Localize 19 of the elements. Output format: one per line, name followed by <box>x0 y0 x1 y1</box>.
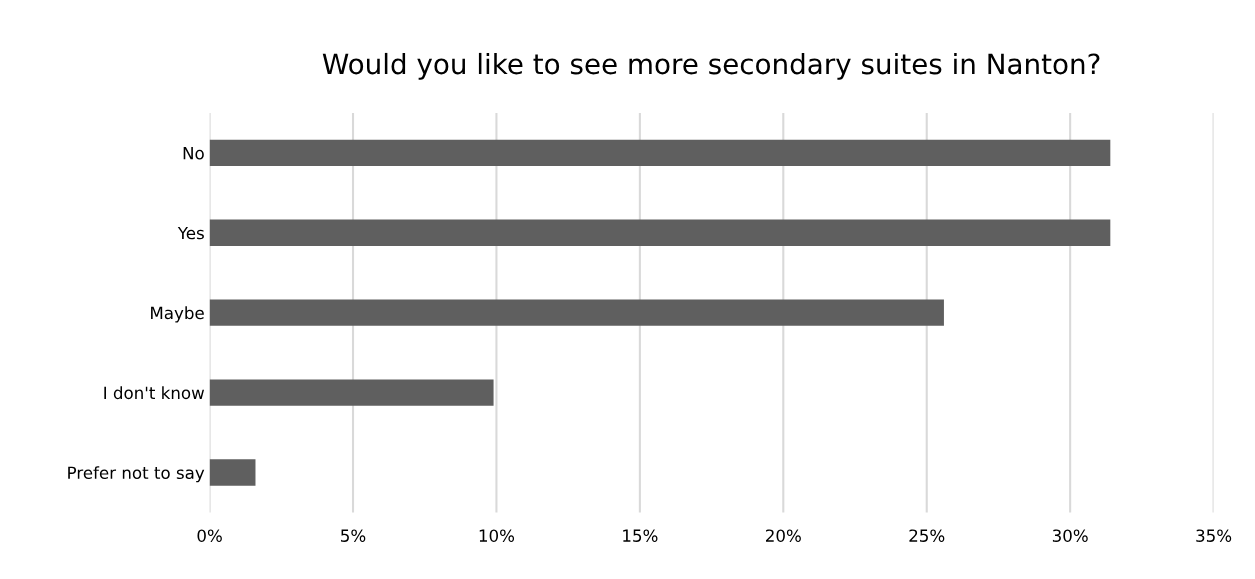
bar <box>209 219 1111 246</box>
x-tick-label: 15% <box>623 529 658 542</box>
y-tick-label: Yes <box>177 226 204 240</box>
x-tick-label: 25% <box>909 529 945 542</box>
bar <box>209 379 494 406</box>
bar <box>209 459 256 486</box>
bar <box>209 139 1111 167</box>
chart-title: Would you like to see more secondary suites in Nanton? <box>322 52 1100 80</box>
y-tick-label: I don't know <box>104 386 205 400</box>
x-tick-label: 10% <box>479 529 515 542</box>
x-tick-label: 30% <box>1052 529 1088 542</box>
x-tick-label: 0% <box>197 529 222 542</box>
x-tick-label: 35% <box>1196 529 1232 542</box>
x-tick-label: 5% <box>341 529 366 542</box>
bar <box>209 299 944 326</box>
y-tick-label: No <box>183 147 204 160</box>
y-tick-label: Maybe <box>151 306 204 323</box>
y-tick-label: Prefer not to say <box>68 466 205 483</box>
x-tick-label: 20% <box>766 529 801 542</box>
